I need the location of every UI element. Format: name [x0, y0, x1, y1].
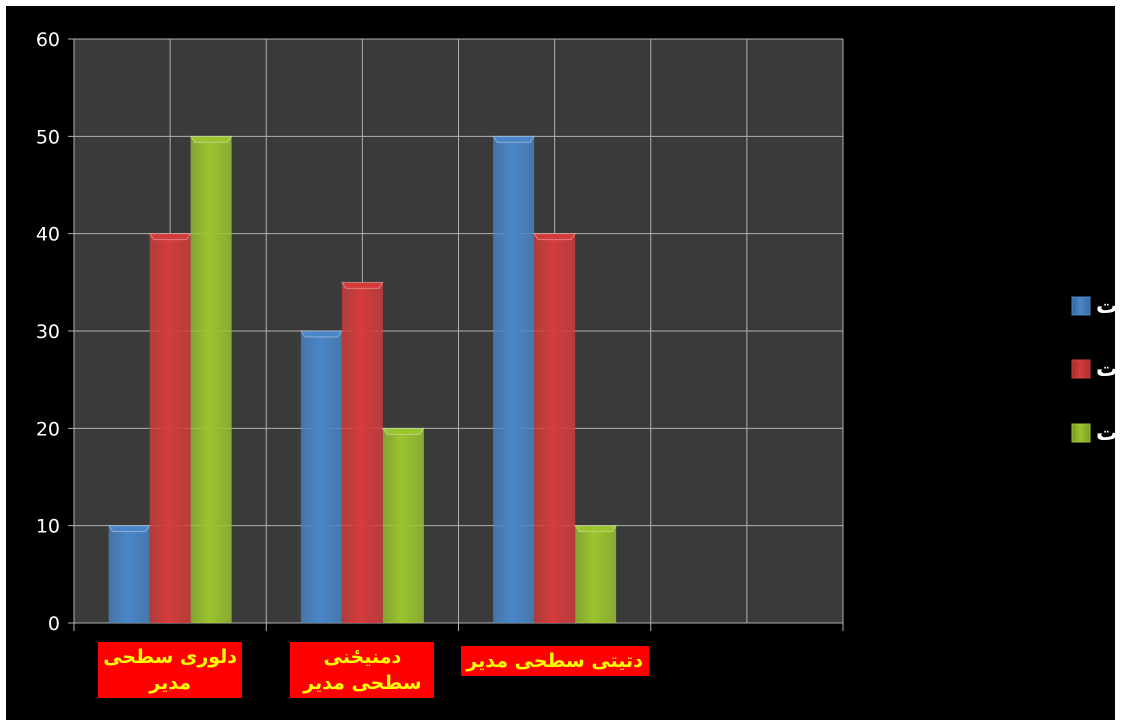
bar — [382, 428, 424, 623]
bar-cap — [381, 427, 425, 435]
bar — [575, 525, 617, 623]
bar-cap — [340, 281, 384, 289]
bar-cap — [299, 330, 343, 338]
y-tick-label: 50 — [36, 126, 60, 148]
y-tick-label: 60 — [36, 29, 60, 51]
bar — [190, 136, 232, 624]
chart-frame: 0 10 20 30 40 50 60 تخنیکی مهارت انسانی مهارت اد… — [6, 6, 1115, 720]
y-tick-label: 0 — [48, 613, 60, 635]
bar-chart: 0 10 20 30 40 50 60 تخنیکی مهارت انسانی مهارت اد… — [36, 29, 1115, 635]
y-tick-label: 40 — [36, 224, 60, 246]
legend-label: تخنیکی مهارت — [1096, 294, 1115, 319]
bar-cap — [492, 135, 536, 143]
bar-cap — [148, 233, 192, 241]
bar-cap — [107, 525, 151, 533]
bar — [493, 136, 535, 624]
legend-swatch — [1071, 359, 1091, 379]
bar — [534, 233, 576, 623]
bars — [107, 135, 618, 624]
x-category-label: دتیتی سطحی مدیر — [460, 646, 649, 676]
bar — [108, 525, 150, 623]
legend-swatch — [1071, 296, 1091, 316]
bar-cap — [189, 135, 233, 143]
y-tick-label: 10 — [36, 516, 60, 538]
bar — [341, 282, 383, 623]
legend-label: انسانی مهارت — [1096, 357, 1115, 382]
x-category-label: دلوری سطحی مدیر — [98, 642, 243, 698]
legend: تخنیکی مهارت انسانی مهارت ادراکی مهارت — [1071, 294, 1115, 446]
bar — [149, 233, 191, 623]
legend-swatch — [1071, 423, 1091, 443]
bar — [300, 331, 342, 623]
y-axis: 0 10 20 30 40 50 60 — [36, 29, 60, 635]
bar-cap — [574, 525, 618, 533]
y-tick-label: 30 — [36, 321, 60, 343]
x-category-label: دمنیځنی سطحی مدیر — [290, 642, 435, 698]
bar-cap — [533, 233, 577, 241]
legend-label: ادراکی مهارت — [1096, 421, 1115, 446]
y-tick-label: 20 — [36, 418, 60, 440]
